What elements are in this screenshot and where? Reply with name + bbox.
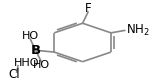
Text: NH$_2$: NH$_2$ — [126, 23, 150, 38]
Text: HHO: HHO — [14, 58, 39, 68]
Text: B: B — [31, 44, 41, 57]
Text: Cl: Cl — [8, 68, 20, 81]
Text: HO: HO — [33, 60, 50, 70]
Text: HO: HO — [22, 31, 39, 41]
Text: F: F — [85, 2, 91, 15]
